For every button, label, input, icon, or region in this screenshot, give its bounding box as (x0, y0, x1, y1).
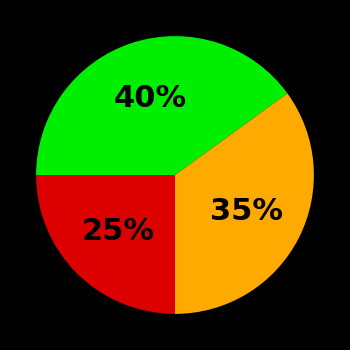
Text: 35%: 35% (210, 197, 283, 226)
Text: 40%: 40% (113, 84, 187, 113)
Wedge shape (36, 36, 287, 175)
Text: 25%: 25% (82, 217, 155, 246)
Wedge shape (175, 93, 314, 314)
Wedge shape (36, 175, 175, 314)
